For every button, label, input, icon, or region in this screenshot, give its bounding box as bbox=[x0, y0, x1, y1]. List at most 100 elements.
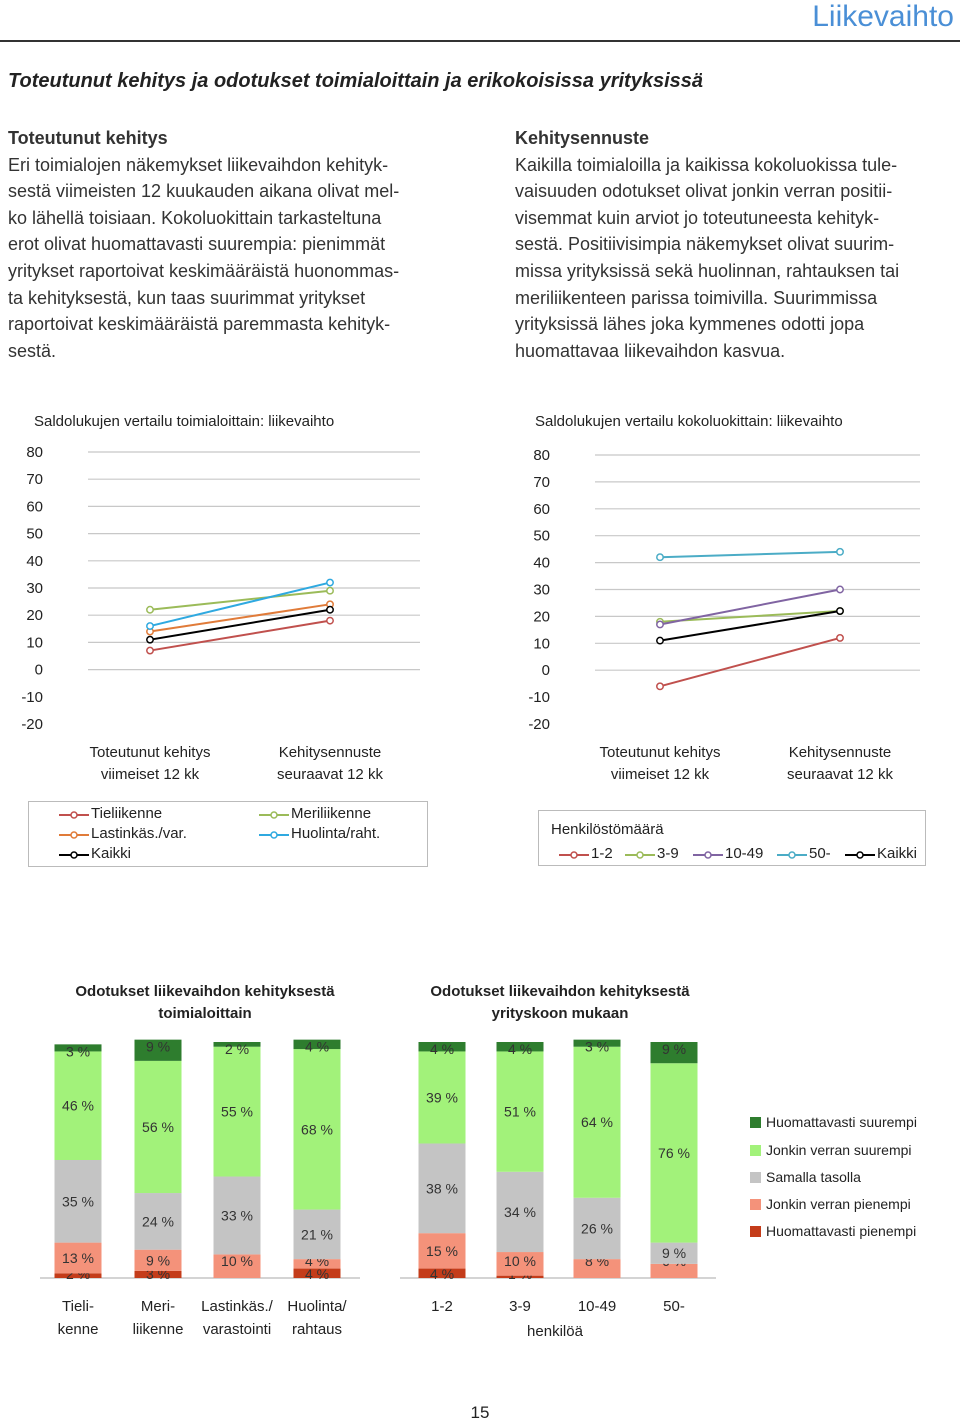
y-tick-label: 60 bbox=[533, 501, 550, 518]
data-label: 9 % bbox=[662, 1245, 686, 1261]
y-tick-label: 0 bbox=[35, 662, 43, 679]
data-point bbox=[656, 636, 664, 645]
data-label: 9 % bbox=[146, 1039, 170, 1055]
bar-segment bbox=[496, 1051, 544, 1172]
line-chart-1-xlabel: Toteutunut kehitys viimeiset 12 kk bbox=[60, 742, 240, 786]
bar-chart-1-title: Odotukset liikevaihdon kehityksestä toim… bbox=[40, 981, 370, 1025]
data-label: 9 % bbox=[662, 1041, 686, 1057]
data-label: 15 % bbox=[426, 1243, 458, 1259]
line-chart-2: 80 70 60 50 40 30 20 10 0 -10 -20 bbox=[528, 447, 920, 733]
data-label: 13 % bbox=[62, 1250, 94, 1266]
bar-segment bbox=[134, 1249, 182, 1271]
page-number: 15 bbox=[470, 1403, 490, 1422]
left-text-column: Toteutunut kehitys Eri toimialojen näkem… bbox=[8, 125, 445, 364]
category-label: kenne bbox=[58, 1321, 99, 1338]
data-label: 4 % bbox=[430, 1266, 454, 1282]
data-label: 64 % bbox=[581, 1114, 613, 1130]
y-tick-label: -20 bbox=[528, 716, 550, 733]
legend-title: Henkilöstömäärä bbox=[551, 821, 664, 838]
x-category-label: viimeiset 12 kk bbox=[100, 766, 200, 783]
bar-segment bbox=[496, 1042, 544, 1052]
series-line bbox=[149, 608, 331, 641]
data-label: 46 % bbox=[62, 1098, 94, 1114]
series-line bbox=[659, 550, 841, 559]
data-point bbox=[146, 605, 154, 614]
bar-segment bbox=[213, 1254, 261, 1278]
data-label: 35 % bbox=[62, 1193, 94, 1209]
right-line: huomattavaa liikevaihdon kasvua. bbox=[515, 340, 786, 361]
x-category-label: seuraavat 12 kk bbox=[787, 766, 893, 783]
bar-segment bbox=[293, 1049, 341, 1210]
bar-segment bbox=[573, 1259, 621, 1278]
category-label: 1-2 bbox=[431, 1298, 453, 1315]
bar-segment bbox=[213, 1176, 261, 1255]
y-tick-label: 40 bbox=[533, 555, 550, 572]
data-label: 26 % bbox=[581, 1220, 613, 1236]
data-point bbox=[836, 633, 844, 642]
data-label: 39 % bbox=[426, 1089, 458, 1105]
data-label: 2 % bbox=[225, 1041, 249, 1057]
left-line: yritykset raportoivat keskimääräistä huo… bbox=[8, 260, 400, 281]
series-line bbox=[149, 581, 331, 628]
x-axis-label: henkilöä bbox=[527, 1323, 584, 1340]
data-point bbox=[326, 616, 334, 625]
data-label: 4 % bbox=[305, 1266, 329, 1282]
series-line bbox=[149, 589, 331, 611]
bar-segment bbox=[293, 1209, 341, 1260]
header-rule bbox=[0, 40, 960, 42]
left-line: erot olivat huomattavasti suurempia: pie… bbox=[8, 234, 386, 255]
data-label: 3 % bbox=[66, 1043, 90, 1059]
y-tick-label: 20 bbox=[533, 608, 550, 625]
data-label: 56 % bbox=[142, 1119, 174, 1135]
category-label: Huolinta/ bbox=[287, 1298, 347, 1315]
data-point bbox=[836, 585, 844, 594]
data-label: 10 % bbox=[504, 1253, 536, 1269]
right-line: yrityksissä lähes joka kymmenes odotti j… bbox=[515, 314, 865, 335]
right-line: visemmat kuin arviot jo toteutuneesta ke… bbox=[515, 207, 880, 228]
line-chart-2-title: Saldolukujen vertailu kokoluokittain: li… bbox=[535, 413, 843, 430]
right-heading: Kehitysennuste bbox=[515, 128, 650, 148]
y-tick-label: 80 bbox=[26, 444, 43, 461]
y-tick-label: 30 bbox=[26, 580, 43, 597]
bar-segment bbox=[650, 1063, 698, 1243]
right-line: meriliikenteen parissa toimivilla. Suuri… bbox=[515, 287, 878, 308]
bar-segment bbox=[134, 1039, 182, 1061]
y-tick-label: 70 bbox=[26, 471, 43, 488]
left-heading: Toteutunut kehitys bbox=[8, 128, 168, 148]
data-point bbox=[146, 622, 154, 631]
line-chart-1-xlabel: Kehitysennuste seuraavat 12 kk bbox=[240, 742, 420, 786]
data-point bbox=[326, 586, 334, 595]
y-tick-label: 30 bbox=[533, 582, 550, 599]
bar-segment bbox=[496, 1275, 544, 1278]
bar-segment bbox=[418, 1143, 466, 1234]
bar-segment bbox=[213, 1042, 261, 1047]
y-tick-label: -20 bbox=[21, 716, 43, 733]
x-category-label: Kehitysennuste bbox=[278, 744, 382, 761]
left-line: ta kehityksestä, kun taas suurimmat yrit… bbox=[8, 287, 366, 308]
category-label: liikenne bbox=[133, 1321, 184, 1338]
bar-segment bbox=[418, 1051, 466, 1144]
category-label: varastointi bbox=[203, 1321, 271, 1338]
left-line: sestä viimeisten 12 kuukauden aikana oli… bbox=[8, 181, 400, 202]
data-label: 34 % bbox=[504, 1204, 536, 1220]
data-label: 55 % bbox=[221, 1104, 253, 1120]
y-tick-label: 50 bbox=[26, 526, 43, 543]
x-category-label: seuraavat 12 kk bbox=[277, 766, 383, 783]
y-tick-label: -10 bbox=[21, 689, 43, 706]
data-point bbox=[836, 547, 844, 556]
data-point bbox=[836, 607, 844, 615]
right-line: sestä. Positiivisimpia näkemykset olivat… bbox=[515, 234, 895, 255]
bar-chart-2: 4 %15 %38 %39 %4 %1-21 %10 %34 %51 %4 %3… bbox=[400, 1039, 716, 1340]
title-line: Odotukset liikevaihdon kehityksestä bbox=[430, 983, 690, 1000]
category-label: Meri- bbox=[141, 1298, 175, 1315]
x-category-label: Toteutunut kehitys bbox=[599, 744, 721, 761]
bar-segment bbox=[418, 1268, 466, 1278]
bar-segment bbox=[496, 1171, 544, 1253]
bar-segment bbox=[293, 1259, 341, 1269]
series-line bbox=[659, 610, 841, 642]
line-chart-2-xlabel: Kehitysennuste seuraavat 12 kk bbox=[750, 742, 930, 786]
data-label: 76 % bbox=[658, 1145, 690, 1161]
category-label: 10-49 bbox=[578, 1298, 616, 1315]
left-line: sestä. bbox=[8, 340, 57, 361]
